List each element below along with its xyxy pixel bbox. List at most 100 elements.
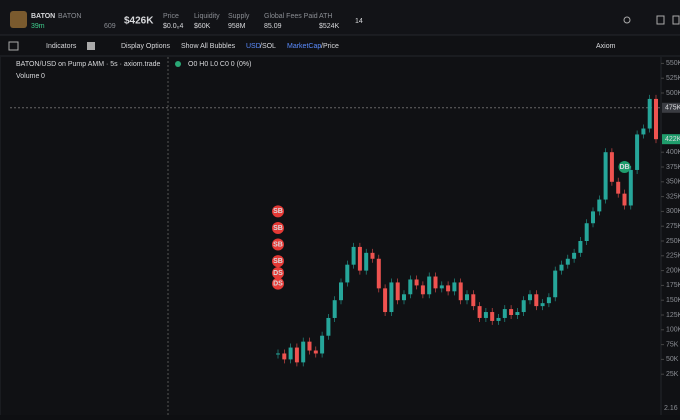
candle [603, 152, 608, 200]
trade-bubble [272, 221, 284, 234]
candle [515, 312, 520, 315]
bubble-label: SB [273, 241, 283, 248]
candle [477, 306, 482, 318]
trade-bubble [272, 266, 284, 279]
candle [584, 223, 589, 241]
candle [339, 282, 343, 301]
y-tick-label: 275K [666, 223, 680, 230]
candle [351, 246, 356, 265]
candle [521, 300, 526, 313]
candle [509, 309, 514, 315]
y-tick-label: 350K [666, 179, 680, 186]
candle [654, 98, 658, 140]
settings-icon[interactable] [623, 16, 631, 24]
badge-count: 14 [355, 18, 363, 25]
bubble-label: DS [273, 280, 283, 287]
y-tick-label: 300K [666, 208, 680, 215]
candle [647, 98, 652, 129]
y-tick-label: 375K [666, 164, 680, 171]
layout-icon[interactable] [87, 42, 95, 50]
candle [609, 152, 614, 182]
candle [301, 341, 306, 363]
candle [370, 252, 375, 259]
candle [276, 353, 280, 355]
y-tick-label: 175K [666, 282, 680, 289]
header [0, 0, 680, 35]
candle [616, 181, 621, 194]
candle [483, 312, 488, 318]
stat-label: ATH [319, 13, 332, 20]
candle [641, 128, 646, 135]
show-bubbles[interactable]: Show All Bubbles [181, 43, 236, 50]
candle [553, 270, 558, 298]
crosshair-tag [662, 102, 680, 113]
indicators-button[interactable]: Indicators [46, 43, 77, 50]
chart-title: BATON/USD on Pump AMM · 5s · axiom.trade [16, 61, 161, 68]
y-tick-label: 200K [666, 267, 680, 274]
candle [376, 258, 381, 289]
stat-value: $0.0₀4 [163, 23, 184, 30]
candle [364, 252, 369, 271]
token-age: 39m [31, 23, 45, 30]
window-icon[interactable] [656, 15, 665, 25]
bubble-label: DB [619, 164, 629, 171]
candle [395, 282, 400, 301]
stat-label: Price [163, 13, 179, 20]
y-tick-label: 150K [666, 297, 680, 304]
window-icon[interactable] [672, 15, 680, 25]
candle [420, 285, 425, 295]
status-dot [175, 61, 181, 67]
y-tick-label: 500K [666, 90, 680, 97]
y-tick-label: 400K [666, 149, 680, 156]
price-toggle[interactable]: /Price [321, 43, 339, 50]
stat-value: $60K [194, 23, 211, 30]
provider[interactable]: Axiom [596, 43, 616, 50]
trade-bubble [272, 277, 284, 290]
candle [288, 347, 293, 360]
candle [490, 312, 495, 321]
display-options[interactable]: Display Options [121, 43, 171, 50]
candle [383, 288, 388, 313]
stat-label: Liquidity [194, 13, 220, 20]
sol-toggle[interactable]: /SOL [260, 43, 276, 50]
y-tick-label: 325K [666, 193, 680, 200]
candle [389, 282, 394, 313]
bubble-label: SB [273, 258, 283, 265]
candle [465, 294, 469, 301]
candle [439, 285, 444, 289]
mcap-toggle[interactable]: MarketCap [287, 43, 321, 50]
stat-value: 85.09 [264, 23, 282, 30]
stat-label: Supply [228, 13, 250, 20]
candle [414, 279, 419, 286]
candle [402, 294, 406, 301]
token-icon[interactable] [10, 11, 27, 28]
candle [313, 350, 318, 354]
y-tick-label: 75K [666, 341, 679, 348]
candle [572, 252, 577, 259]
bubble-label: SB [273, 225, 283, 232]
bottom-axis-label: 2.16 [664, 405, 678, 412]
stat-value: $524K [319, 23, 340, 30]
y-tick-label: 50K [666, 356, 679, 363]
candle [546, 297, 551, 304]
volume-label: Volume [16, 73, 39, 80]
market-cap: $426K [124, 16, 154, 27]
usd-toggle[interactable]: USD [246, 43, 261, 50]
candle [540, 303, 545, 307]
candle [502, 309, 507, 318]
volume-value: 0 [41, 73, 45, 80]
bars-icon[interactable] [8, 41, 19, 51]
candle [597, 199, 602, 212]
holders: 609 [104, 23, 116, 30]
trade-bubble [272, 205, 284, 218]
current-price-tag [662, 134, 680, 145]
candle [282, 353, 287, 360]
bubble-label: SB [273, 208, 283, 215]
candle [591, 211, 595, 224]
candle [635, 134, 640, 170]
stat-value: 958M [228, 23, 246, 30]
candle [326, 317, 331, 336]
y-tick-label: 550K [666, 60, 680, 67]
candle [433, 276, 438, 289]
candle [294, 347, 299, 363]
